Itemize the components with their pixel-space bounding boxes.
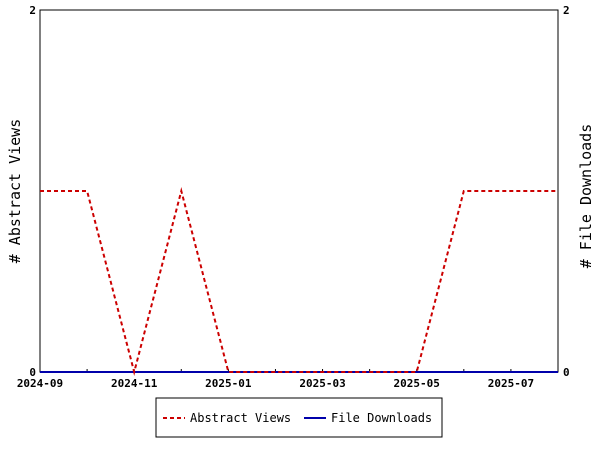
right-y-axis-title: # File Downloads [577, 124, 595, 269]
x-tick-label-2025-03: 2025-03 [299, 377, 345, 390]
right-y-tick-label-min: 0 [563, 366, 570, 379]
right-y-axis: 2 0 # File Downloads [563, 4, 595, 379]
x-axis-tick-labels: 2024-09 2024-11 2025-01 2025-03 2025-05 2025-… [17, 377, 534, 390]
x-tick-label-2025-01: 2025-01 [205, 377, 252, 390]
left-y-tick-label-max: 2 [29, 4, 36, 17]
x-tick-label-2024-11: 2024-11 [111, 377, 158, 390]
legend-box [155, 397, 443, 438]
right-y-tick-label-max: 2 [563, 4, 570, 17]
left-y-axis-title: # Abstract Views [6, 119, 24, 264]
x-tick-label-2025-07: 2025-07 [488, 377, 534, 390]
plot-area-frame [39, 9, 559, 373]
series-lines [40, 187, 558, 376]
x-tick-label-2025-05: 2025-05 [394, 377, 440, 390]
left-y-axis: 2 0 # Abstract Views [6, 4, 36, 379]
left-y-tick-label-min: 0 [29, 366, 36, 379]
legend-label-file-downloads: File Downloads [331, 411, 432, 425]
x-tick-label-2024-09: 2024-09 [17, 377, 63, 390]
legend-label-abstract-views: Abstract Views [190, 411, 291, 425]
legend: Abstract Views File Downloads [155, 397, 443, 438]
